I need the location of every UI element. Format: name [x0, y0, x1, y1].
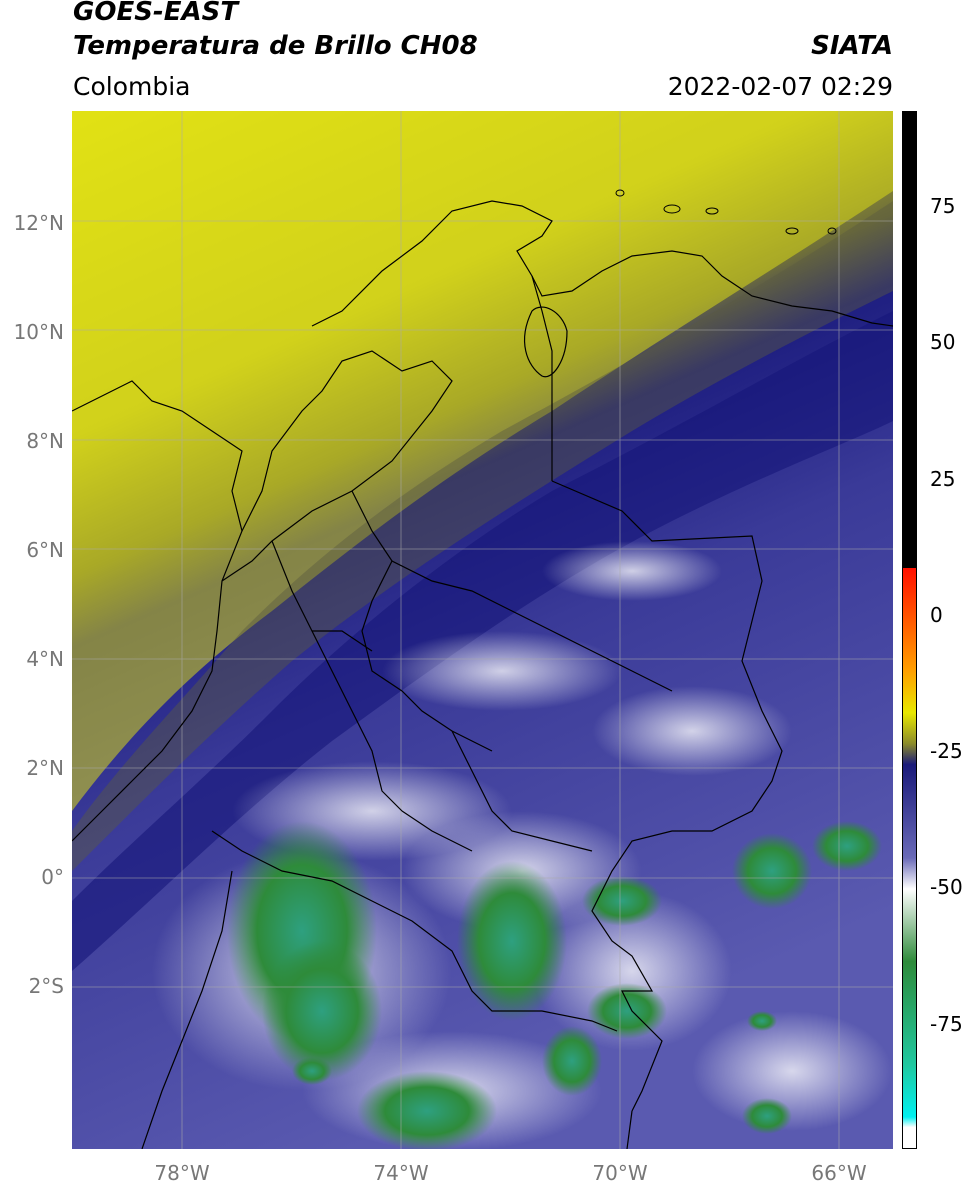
lat-label: 12°N: [13, 211, 64, 235]
brand-label: SIATA: [811, 31, 893, 61]
lat-label: 6°N: [26, 538, 64, 562]
islands: [615, 189, 837, 235]
lon-label: 66°W: [811, 1161, 867, 1185]
graticule: [72, 111, 893, 1149]
product-title: GOES-EAST: [73, 0, 239, 27]
brazil-border: [626, 1110, 633, 1149]
lat-label: 4°N: [26, 647, 64, 671]
colorbar-label: 0: [930, 603, 943, 627]
colorbar: [902, 111, 917, 1149]
caribbean-coast: [311, 200, 893, 327]
venezuela-border: [531, 275, 553, 481]
lat-label: 8°N: [26, 429, 64, 453]
satellite-map[interactable]: [72, 111, 893, 1149]
convective-cells: [227, 821, 882, 1149]
colorbar-label: 75: [930, 194, 956, 218]
lat-label: 10°N: [13, 320, 64, 344]
pacific-coast: [72, 380, 243, 842]
colombia-south-border: [211, 830, 618, 1032]
colorbar-label: 50: [930, 330, 956, 354]
region-label: Colombia: [73, 72, 191, 101]
lat-label: 0°: [41, 865, 64, 889]
internal-departments: [221, 350, 673, 852]
lat-label: 2°N: [26, 756, 64, 780]
colorbar-label: -50: [930, 875, 963, 899]
olive-band: [72, 201, 893, 871]
warm-air-region: [72, 111, 893, 811]
navy-band: [72, 311, 893, 971]
channel-title: Temperatura de Brillo CH08: [73, 31, 478, 61]
colombia-east-border: [551, 480, 783, 1112]
colorbar-label: 25: [930, 467, 956, 491]
lon-label: 74°W: [373, 1161, 429, 1185]
lon-label: 78°W: [154, 1161, 210, 1185]
lake-maracaibo: [523, 306, 568, 378]
datetime-label: 2022-02-07 02:29: [667, 72, 893, 101]
colorbar-label: -75: [930, 1012, 963, 1036]
lat-label: 2°S: [28, 974, 64, 998]
lon-label: 70°W: [592, 1161, 648, 1185]
colorbar-label: -25: [930, 739, 963, 763]
peru-ecuador-border: [141, 870, 233, 1149]
boundaries: [72, 200, 893, 1149]
